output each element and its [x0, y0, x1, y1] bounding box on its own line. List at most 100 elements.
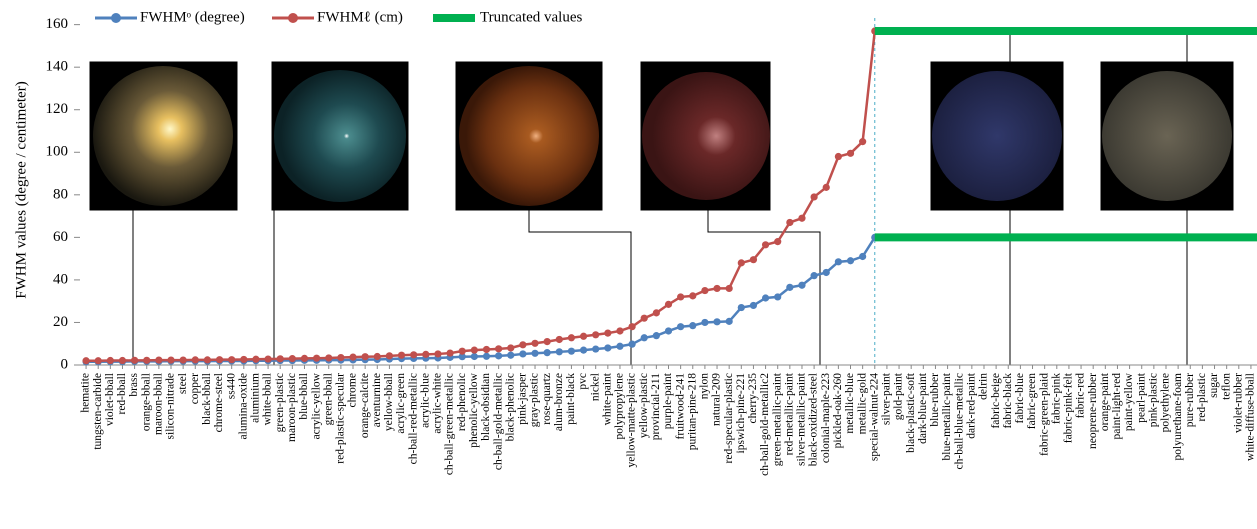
point — [604, 329, 612, 337]
point — [640, 334, 648, 342]
point — [592, 345, 600, 353]
point — [749, 301, 758, 310]
x-tick-label: delrin — [978, 373, 990, 400]
y-axis-title: FWHM values (degree / centimeter) — [13, 81, 29, 298]
x-tick-label: alumina-oxide — [237, 373, 249, 439]
point — [482, 352, 491, 360]
y-tick-label: 100 — [46, 144, 69, 160]
point — [786, 283, 794, 291]
point — [737, 303, 745, 312]
point — [361, 353, 369, 361]
x-tick-label: fabric-blue — [1014, 373, 1026, 423]
x-tick-label: pure-rubber — [1184, 373, 1196, 427]
point — [689, 292, 697, 300]
point — [664, 300, 673, 308]
x-tick-label: ch-ball-red-metallic — [407, 373, 419, 464]
x-tick-label: pearl-paint — [1135, 372, 1147, 423]
point — [434, 350, 442, 358]
x-tick-label: dark-red-paint — [965, 372, 977, 439]
point — [664, 327, 673, 335]
y-tick-label: 80 — [53, 186, 68, 202]
x-tick-label: blue-bball — [298, 373, 310, 420]
x-tick-label: acrylic-blue — [419, 373, 431, 428]
point — [94, 357, 102, 365]
legend-label: Truncated values — [480, 9, 583, 25]
x-tick-label: white-diffuse-bball — [1245, 373, 1257, 461]
legend-label: FWHMᵒ (degree) — [140, 9, 245, 25]
point — [325, 354, 333, 362]
x-tick-label: black-obsidian — [480, 373, 492, 441]
x-tick-label: white-paint — [601, 372, 613, 425]
point — [592, 331, 600, 339]
x-tick-label: violet-bball — [104, 373, 116, 426]
x-tick-label: phenolic-yellow — [468, 372, 480, 447]
point — [822, 183, 830, 191]
point — [240, 355, 248, 364]
x-tick-label: fruitwood-241 — [674, 373, 686, 440]
x-tick-label: red-specular-plastic — [723, 373, 735, 463]
point — [846, 257, 855, 265]
sphere — [274, 70, 406, 202]
point — [749, 256, 758, 264]
point — [155, 356, 163, 364]
x-tick-label: blue-metallic-paint — [941, 372, 953, 460]
y-tick-label: 60 — [53, 229, 68, 245]
x-tick-label: aluminium — [250, 373, 262, 423]
x-tick-label: maroon-plastic — [286, 373, 298, 442]
point — [543, 338, 551, 346]
x-tick-label: paint-black — [565, 373, 577, 425]
x-tick-label: nylon — [699, 373, 711, 399]
x-tick-label: silver-paint — [881, 372, 893, 425]
point — [228, 356, 236, 364]
point — [495, 352, 503, 360]
x-tick-label: brass — [128, 372, 140, 396]
point — [300, 354, 309, 363]
point — [131, 356, 139, 364]
x-tick-label: fabric-pink — [1050, 373, 1062, 424]
point — [604, 344, 612, 352]
point — [822, 268, 830, 277]
x-tick-label: puritan-pine-218 — [686, 373, 698, 451]
x-tick-label: tungsten-carbide — [92, 373, 104, 450]
sphere — [93, 66, 233, 206]
x-tick-label: ch-ball-gold-metallic — [492, 373, 504, 470]
x-tick-label: ch-ball-green-metallic — [444, 373, 456, 475]
x-tick-label: sugar — [1208, 373, 1220, 398]
x-tick-label: ch-ball-blue-metallic — [953, 373, 965, 469]
point — [458, 347, 466, 355]
x-tick-label: green-metallic-paint — [771, 372, 783, 466]
point — [276, 355, 284, 363]
sphere — [459, 66, 599, 206]
point — [725, 317, 733, 325]
x-tick-label: pickled-oak-260 — [832, 373, 844, 449]
point — [203, 356, 212, 364]
point — [834, 152, 842, 161]
point — [579, 332, 588, 340]
x-tick-label: gold-paint — [893, 372, 905, 420]
x-tick-label: chrome-steel — [213, 373, 225, 432]
point — [288, 355, 296, 363]
point — [422, 350, 430, 358]
x-tick-label: yellow-bball — [383, 373, 395, 431]
y-tick-label: 140 — [46, 59, 69, 75]
point — [567, 334, 576, 342]
x-tick-label: blue-rubber — [929, 373, 941, 427]
point — [846, 149, 855, 157]
point — [616, 327, 624, 335]
point — [859, 252, 867, 261]
x-tick-label: silicon-nitrade — [165, 373, 177, 439]
point — [834, 258, 842, 266]
x-tick-label: black-phenolic — [504, 373, 516, 441]
x-tick-label: paint-light-red — [1111, 373, 1123, 440]
point — [701, 318, 709, 327]
point — [628, 323, 636, 331]
x-tick-label: red-bball — [116, 373, 128, 415]
x-tick-label: acrylic-green — [395, 373, 407, 434]
point — [507, 344, 515, 352]
point — [519, 341, 527, 349]
point — [179, 356, 187, 364]
callout — [528, 210, 632, 365]
point — [507, 351, 515, 359]
sphere — [642, 72, 770, 200]
x-tick-label: black-oxidized-steel — [808, 373, 820, 466]
